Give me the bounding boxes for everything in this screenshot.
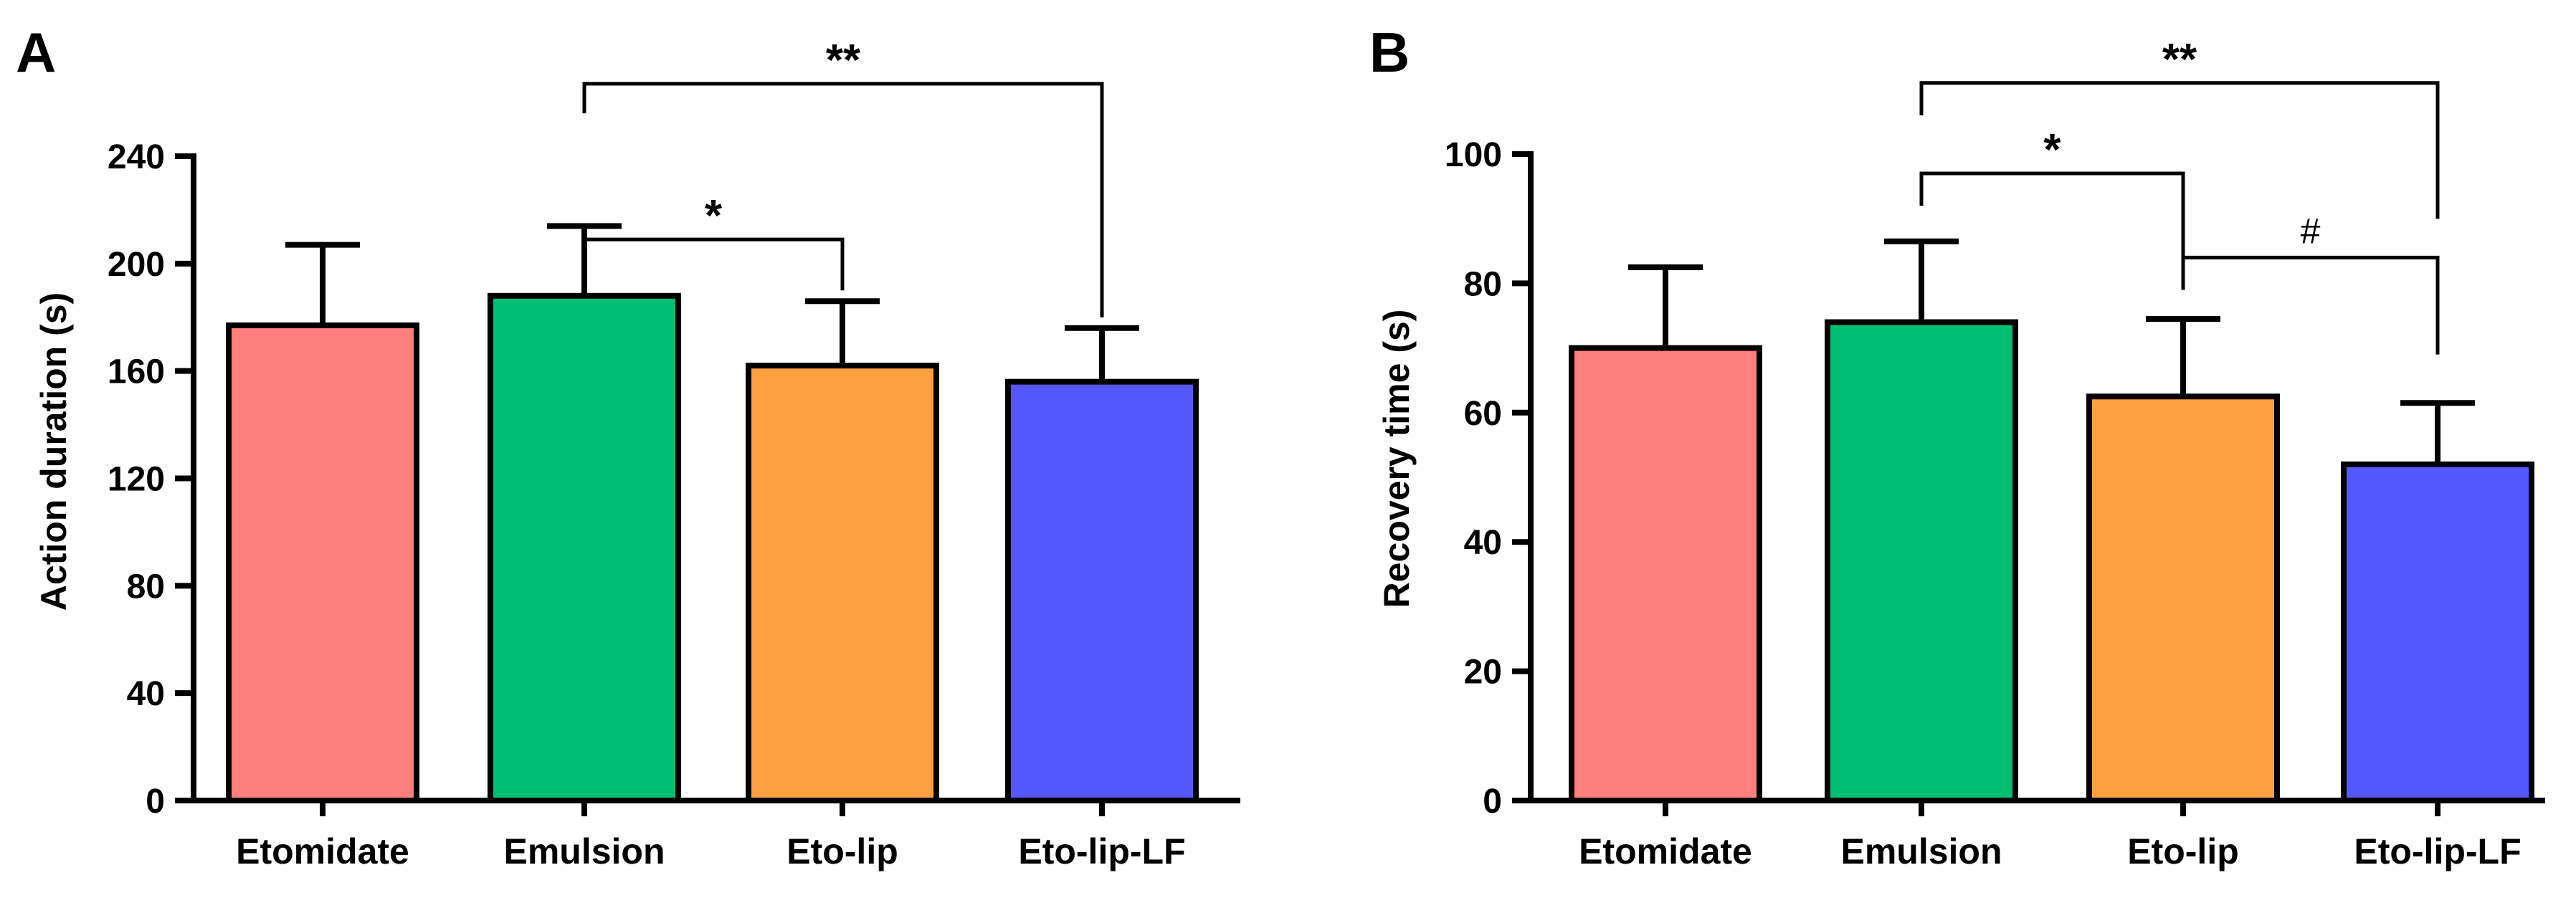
panel-a-y-tick-label-6: 240 — [108, 138, 165, 176]
panel-b-category-label-1: Emulsion — [1840, 831, 2002, 871]
panel-a-category-labels: Etomidate Emulsion Eto-lip Eto-lip-LF — [236, 831, 1185, 871]
panel-b-category-label-0: Etomidate — [1579, 831, 1752, 871]
panel-a-letter: A — [16, 21, 56, 84]
panel-a-y-tick-label-5: 200 — [108, 246, 165, 284]
panel-a-y-axis-title: Action duration (s) — [34, 292, 74, 611]
panel-b-category-label-3: Eto-lip-LF — [2354, 831, 2521, 871]
panel-b-sig-label-0: * — [2043, 125, 2061, 175]
panel-a-sig-label-1: ** — [826, 36, 861, 85]
panel-b-sig-bracket-0 — [1919, 171, 2185, 290]
panel-b-category-labels: Etomidate Emulsion Eto-lip Eto-lip-LF — [1579, 831, 2521, 871]
panel-b-bar-etomidate — [1569, 345, 1762, 804]
panel-b-error-bars — [1628, 238, 2475, 464]
panel-a-y-tick-label-1: 40 — [127, 675, 165, 713]
panel-a-axes — [191, 153, 1240, 816]
panel-b-y-ticks: 0 20 40 60 80 100 — [1445, 136, 1531, 821]
panel-a-bar-eto-lip — [746, 363, 939, 803]
panel-a-sig-bracket-1 — [582, 82, 1104, 317]
panel-b-y-tick-label-4: 80 — [1464, 265, 1502, 303]
panel-b-significance: ***# — [1919, 35, 2440, 355]
panel-a-significance: *** — [582, 36, 1104, 317]
panel-a-sig-label-0: * — [705, 191, 723, 241]
panel-a-sig-bracket-0 — [582, 237, 845, 291]
panel-a-bars — [226, 292, 1199, 803]
panel-a-category-label-3: Eto-lip-LF — [1018, 831, 1185, 871]
panel-b-y-tick-label-2: 40 — [1464, 524, 1502, 562]
panel-a-bar-eto-lip-lf — [1005, 378, 1199, 803]
panel-b-bar-eto-lip-lf — [2341, 461, 2534, 804]
panel-b-sig-label-1: ** — [2162, 35, 2197, 85]
panel-a-y-ticks: 0 40 80 120 160 200 240 — [108, 138, 194, 821]
panel-b-bar-emulsion — [1825, 319, 2018, 803]
panel-b-sig-bracket-1 — [1919, 81, 2440, 219]
panel-b-axes — [1528, 151, 2545, 816]
panel-b-y-tick-label-0: 0 — [1483, 783, 1502, 821]
panel-a-y-tick-label-3: 120 — [108, 461, 165, 499]
panel-a-bar-etomidate — [226, 322, 419, 803]
panel-b-y-tick-label-1: 20 — [1464, 654, 1502, 692]
panel-b-sig-bracket-2 — [2181, 255, 2440, 355]
panel-b-bar-eto-lip — [2086, 393, 2280, 803]
panel-b-bars — [1569, 319, 2534, 804]
panel-b-y-axis-title: Recovery time (s) — [1377, 310, 1417, 608]
panel-a-bar-emulsion — [488, 292, 681, 803]
panel-a-error-bars — [285, 223, 1139, 382]
panel-b-chart: B Recovery time (s) 0 20 40 60 80 100 Etomida… — [1369, 21, 2545, 871]
panel-a-y-tick-label-4: 160 — [108, 353, 165, 391]
panel-b-sig-label-2: # — [2301, 211, 2321, 251]
panel-b-letter: B — [1369, 21, 1410, 84]
panel-a-category-label-1: Emulsion — [503, 831, 665, 871]
panel-b-y-tick-label-3: 60 — [1464, 395, 1502, 433]
panel-a-y-tick-label-0: 0 — [146, 783, 165, 821]
panel-b-y-tick-label-5: 100 — [1445, 136, 1502, 174]
panel-b-category-label-2: Eto-lip — [2127, 831, 2239, 871]
panel-a-y-tick-label-2: 80 — [127, 568, 165, 606]
panel-a-category-label-0: Etomidate — [236, 831, 409, 871]
panel-a-chart: A Action duration (s) 04080120160200240 … — [16, 21, 1240, 871]
panel-a-category-label-2: Eto-lip — [786, 831, 898, 871]
